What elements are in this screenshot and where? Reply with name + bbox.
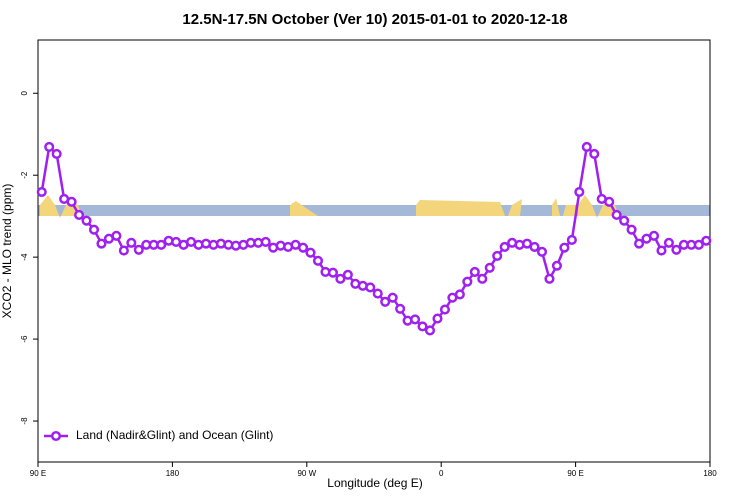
land-patch — [563, 205, 575, 216]
y-axis-label: XCO2 - MLO trend (ppm) — [0, 184, 14, 319]
data-point — [96, 238, 107, 249]
x-tick-label: 0 — [439, 469, 444, 478]
data-point — [417, 321, 428, 332]
data-point — [365, 282, 376, 293]
land-patch — [552, 198, 560, 216]
data-point — [566, 234, 577, 245]
data-point — [133, 244, 144, 255]
x-tick-label: 90 E — [30, 469, 46, 478]
legend-label: Land (Nadir&Glint) and Ocean (Glint) — [76, 428, 273, 442]
data-point — [499, 241, 510, 252]
data-point — [410, 314, 421, 325]
y-tick-label: -8 — [20, 417, 29, 425]
x-tick-label: 90 E — [567, 469, 583, 478]
data-point — [634, 238, 645, 249]
data-point — [492, 250, 503, 261]
data-point — [462, 276, 473, 287]
data-point — [342, 269, 353, 280]
data-point — [559, 242, 570, 253]
data-point — [581, 141, 592, 152]
data-point — [424, 325, 436, 336]
plot-frame — [37, 39, 711, 463]
land-ocean-mask — [38, 195, 710, 218]
data-point — [126, 237, 137, 248]
x-tick-label: 90 W — [297, 469, 316, 478]
x-tick-label: 180 — [166, 469, 180, 478]
y-tick-label: 0 — [20, 90, 29, 95]
data-point — [648, 230, 660, 241]
ocean-band — [38, 205, 710, 216]
data-point — [312, 255, 324, 266]
data-point — [589, 148, 600, 159]
data-point — [469, 266, 480, 277]
data-point — [663, 237, 674, 248]
data-point — [335, 273, 346, 284]
data-point — [574, 186, 585, 198]
data-point — [156, 239, 167, 250]
data-point — [51, 148, 62, 159]
data-point — [604, 196, 615, 207]
data-point — [656, 245, 667, 256]
land-patch — [508, 199, 522, 216]
data-point — [395, 303, 406, 314]
data-point — [544, 273, 555, 284]
data-point — [439, 304, 450, 315]
land-patch — [290, 201, 318, 216]
y-tick-label: -4 — [20, 253, 29, 261]
x-tick-label: 180 — [703, 469, 717, 478]
data-point — [111, 230, 122, 241]
chart-title: 12.5N-17.5N October (Ver 10) 2015-01-01 … — [182, 11, 567, 28]
x-axis-label: Longitude (deg E) — [327, 476, 422, 490]
land-patch — [416, 200, 505, 216]
data-point — [529, 241, 540, 252]
data-point — [260, 236, 271, 248]
data-point — [36, 186, 47, 198]
data-point — [693, 239, 704, 250]
data-point — [305, 247, 316, 258]
data-point — [81, 215, 92, 226]
data-point — [74, 209, 85, 220]
data-point — [372, 288, 383, 299]
data-point — [380, 296, 391, 307]
data-point — [477, 273, 488, 284]
data-point — [551, 260, 562, 271]
data-point — [536, 246, 548, 257]
data-point — [66, 196, 77, 207]
legend-marker — [50, 430, 62, 442]
data-point — [88, 224, 100, 235]
data-point — [298, 242, 309, 253]
data-point — [619, 215, 630, 226]
data-point — [118, 245, 129, 256]
data-point — [671, 244, 682, 255]
data-point — [387, 292, 398, 303]
y-tick-label: -2 — [20, 171, 29, 179]
data-point — [484, 262, 495, 273]
data-point — [44, 141, 55, 152]
y-tick-label: -6 — [20, 335, 29, 343]
data-point — [701, 235, 712, 246]
data-point — [626, 224, 637, 235]
data-point — [611, 209, 622, 220]
data-point — [327, 267, 338, 278]
series-line — [40, 144, 707, 333]
data-point — [432, 313, 443, 324]
data-point — [454, 289, 465, 300]
